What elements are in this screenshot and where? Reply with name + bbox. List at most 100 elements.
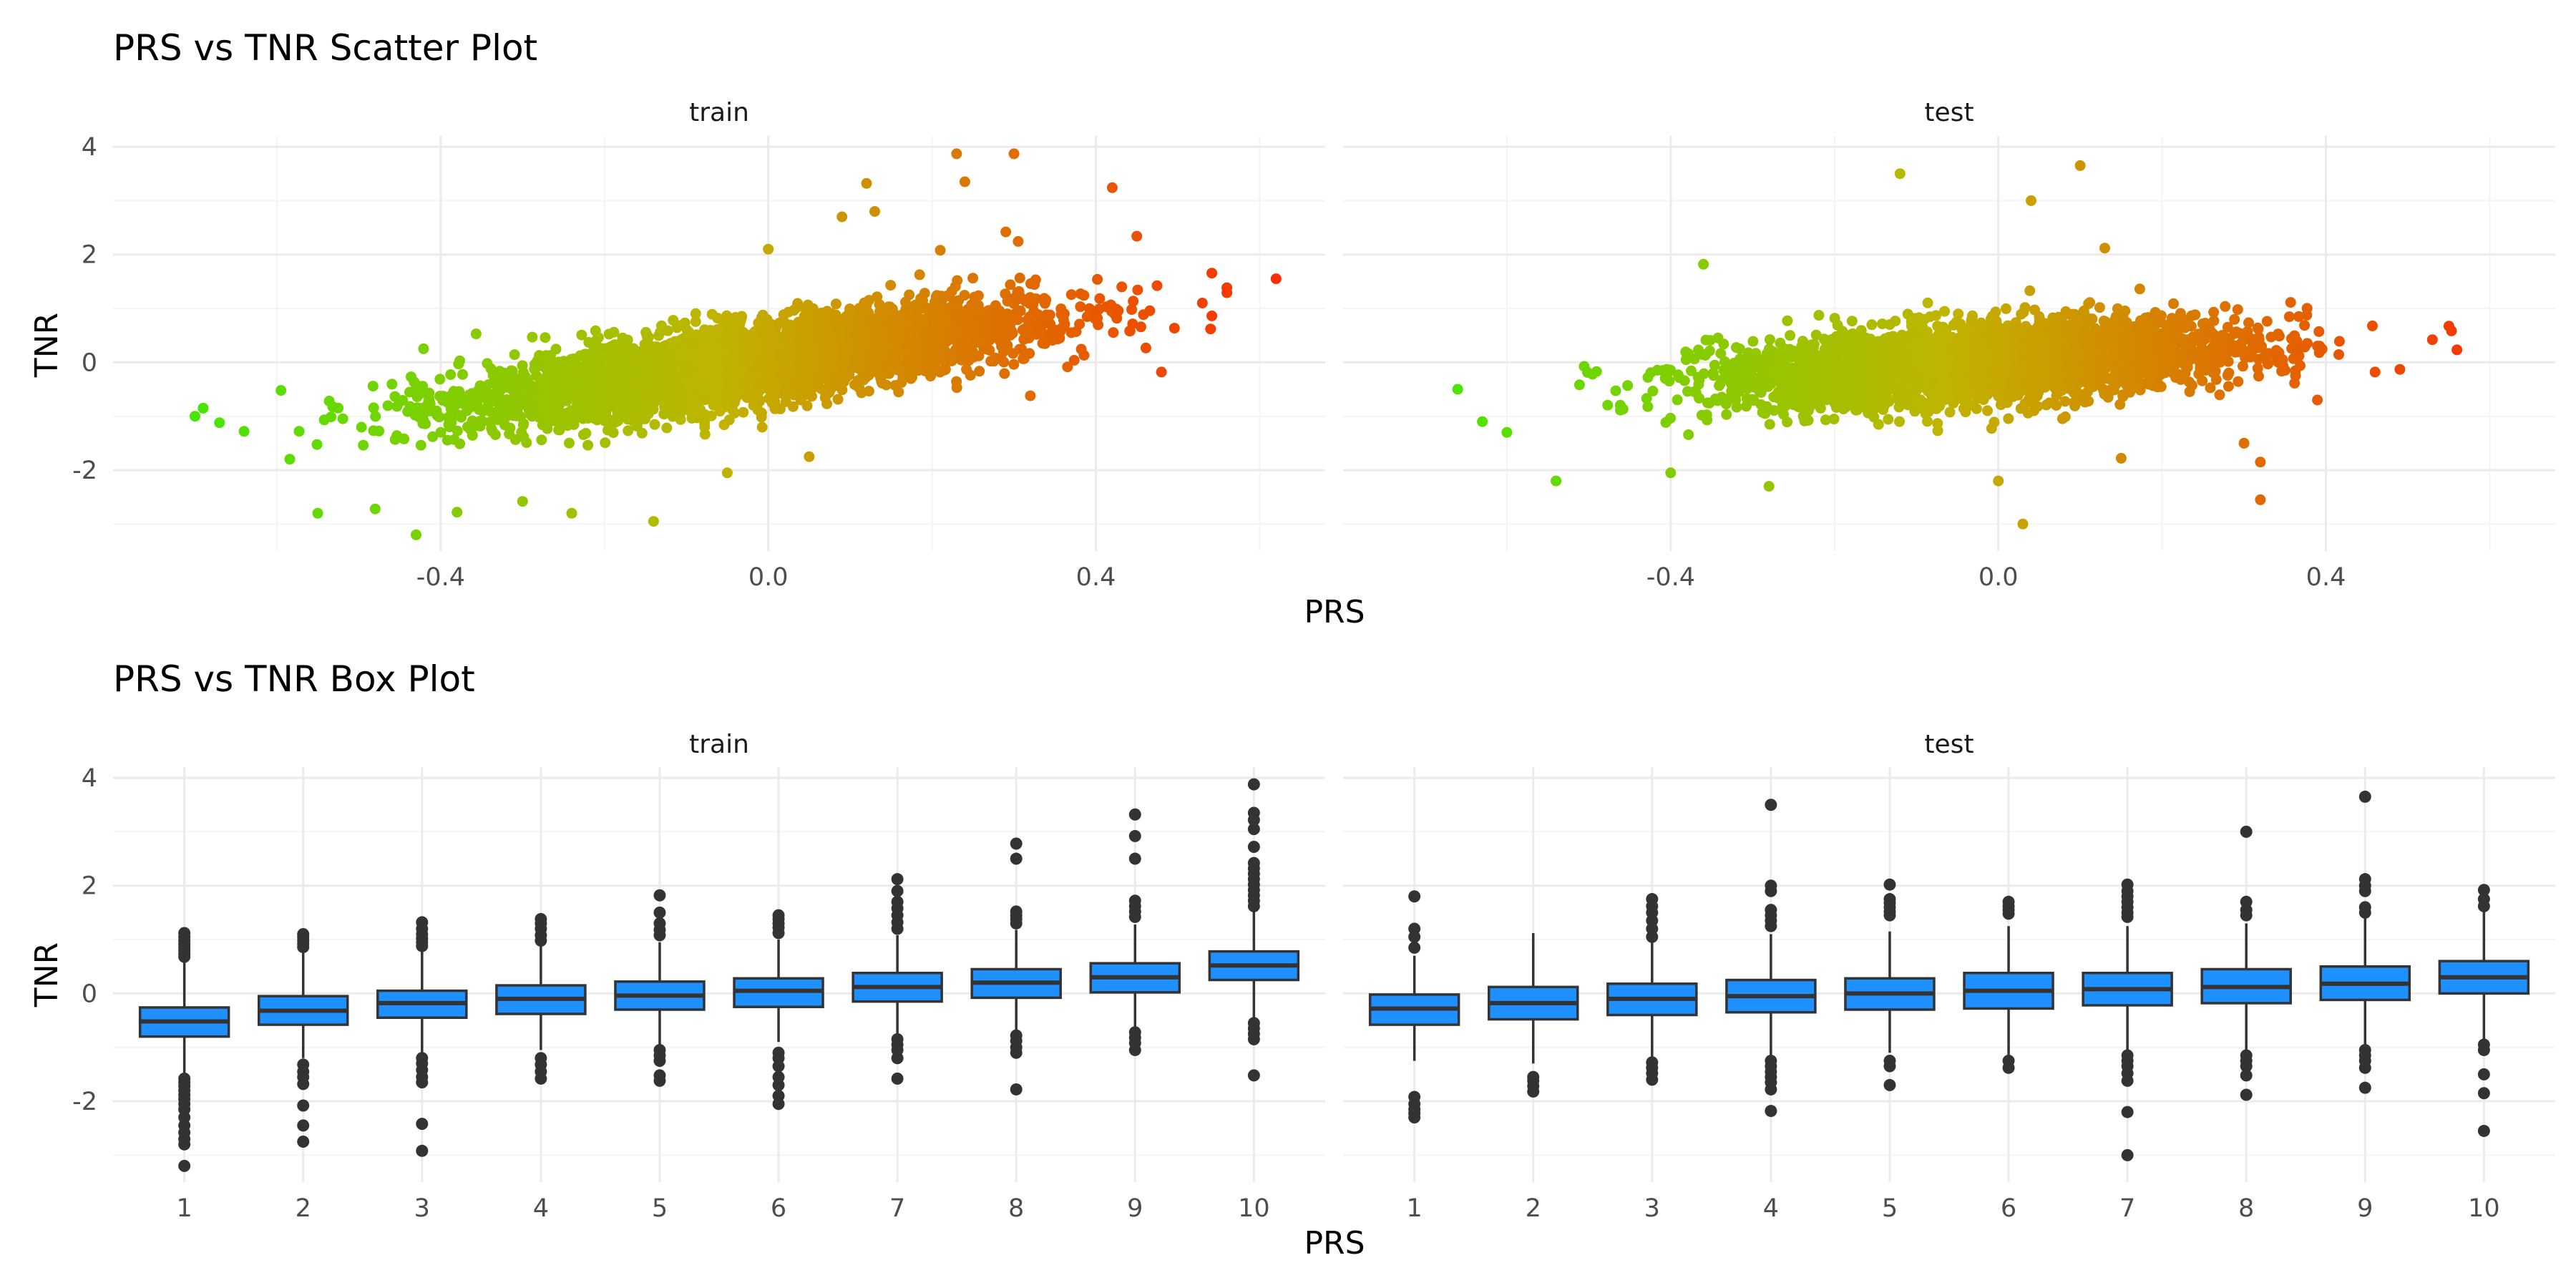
scatter-point [1005, 330, 1016, 341]
scatter-point [454, 355, 465, 366]
scatter-point [798, 353, 809, 364]
scatter-point [467, 415, 478, 426]
scatter-point [572, 388, 584, 399]
scatter-point [892, 352, 903, 364]
scatter-point [1140, 342, 1151, 353]
scatter-point [730, 312, 741, 323]
scatter-point [2232, 304, 2243, 316]
scatter-point [698, 394, 710, 405]
scatter-point [951, 376, 962, 387]
scatter-point [825, 349, 836, 361]
scatter-point [955, 308, 966, 319]
scatter-point [990, 328, 1001, 339]
scatter-point [904, 371, 916, 383]
scatter-point [832, 394, 844, 405]
scatter-point [1025, 390, 1036, 401]
scatter-point [699, 324, 711, 336]
scatter-point [623, 425, 634, 436]
scatter-point [1206, 268, 1218, 279]
scatter-point [370, 411, 381, 422]
scatter-point [689, 336, 701, 347]
scatter-point [386, 379, 398, 390]
scatter-point [756, 421, 768, 433]
scatter-point [925, 356, 937, 367]
scatter-point [1091, 308, 1101, 319]
scatter-point [1058, 321, 1070, 332]
scatter-point [504, 422, 516, 434]
scatter-point [862, 367, 873, 379]
scatter-point [238, 426, 250, 437]
scatter-point [418, 343, 429, 354]
scatter-train-points [190, 148, 1282, 540]
scatter-point [806, 308, 817, 319]
scatter-point [622, 334, 633, 346]
scatter-strip-test: test [1924, 98, 1974, 127]
scatter-point [452, 507, 463, 518]
scatter-point [1785, 330, 1796, 341]
scatter-point [755, 356, 766, 368]
scatter-point [690, 308, 701, 319]
scatter-point [762, 332, 773, 343]
scatter-point [603, 328, 615, 340]
scatter-point [861, 177, 872, 189]
scatter-point [1014, 273, 1025, 283]
scatter-point [1602, 399, 1614, 411]
scatter-point [836, 211, 848, 223]
scatter-point [597, 381, 609, 393]
scatter-point [495, 401, 507, 412]
scatter-point [766, 374, 777, 385]
scatter-point [1131, 230, 1143, 242]
scatter-point [931, 290, 942, 301]
scatter-point [527, 331, 538, 343]
scatter-point [686, 382, 697, 394]
scatter-point [679, 368, 690, 379]
scatter-point [427, 431, 439, 442]
scatter-point [275, 385, 287, 396]
scatter-point [668, 371, 680, 383]
scatter-point [731, 389, 742, 400]
scatter-point [557, 391, 569, 403]
scatter-point [864, 328, 875, 339]
scatter-point [686, 406, 696, 418]
scatter-point [869, 206, 880, 217]
scatter-point [356, 421, 367, 433]
scatter-point [1055, 308, 1067, 320]
scatter-point [738, 406, 749, 418]
scatter-point [659, 402, 670, 414]
scatter-point [707, 348, 718, 360]
scatter-point [769, 396, 781, 407]
scatter-point [652, 358, 663, 369]
scatter-point [1922, 297, 1933, 308]
scatter-point [967, 346, 978, 357]
scatter-point [774, 338, 785, 350]
scatter-point [935, 306, 946, 317]
scatter-point [921, 302, 932, 313]
scatter-point [658, 369, 670, 380]
scatter-point [509, 349, 520, 361]
scatter-title: PRS vs TNR Scatter Plot [113, 27, 537, 69]
scatter-point [358, 439, 369, 451]
scatter-point [676, 319, 687, 331]
scatter-point [977, 322, 988, 333]
scatter-point [518, 371, 530, 382]
scatter-point [824, 387, 835, 399]
scatter-point [1013, 235, 1024, 247]
scatter-point [902, 348, 913, 360]
scatter-point [997, 346, 1009, 357]
scatter-point [484, 389, 496, 400]
scatter-point [1128, 296, 1139, 307]
scatter-point [699, 363, 711, 374]
scatter-point [1078, 290, 1090, 301]
scatter-point [190, 411, 200, 422]
scatter-point [582, 439, 594, 451]
scatter-point [337, 413, 348, 424]
scatter-point [1126, 304, 1138, 316]
scatter-point [935, 245, 946, 256]
scatter-point [580, 359, 592, 371]
scatter-point [844, 303, 856, 315]
scatter-point [424, 387, 435, 399]
scatter-point [641, 329, 653, 341]
scatter-point [699, 409, 711, 420]
scatter-point [985, 356, 997, 367]
scatter-point [1169, 323, 1180, 334]
